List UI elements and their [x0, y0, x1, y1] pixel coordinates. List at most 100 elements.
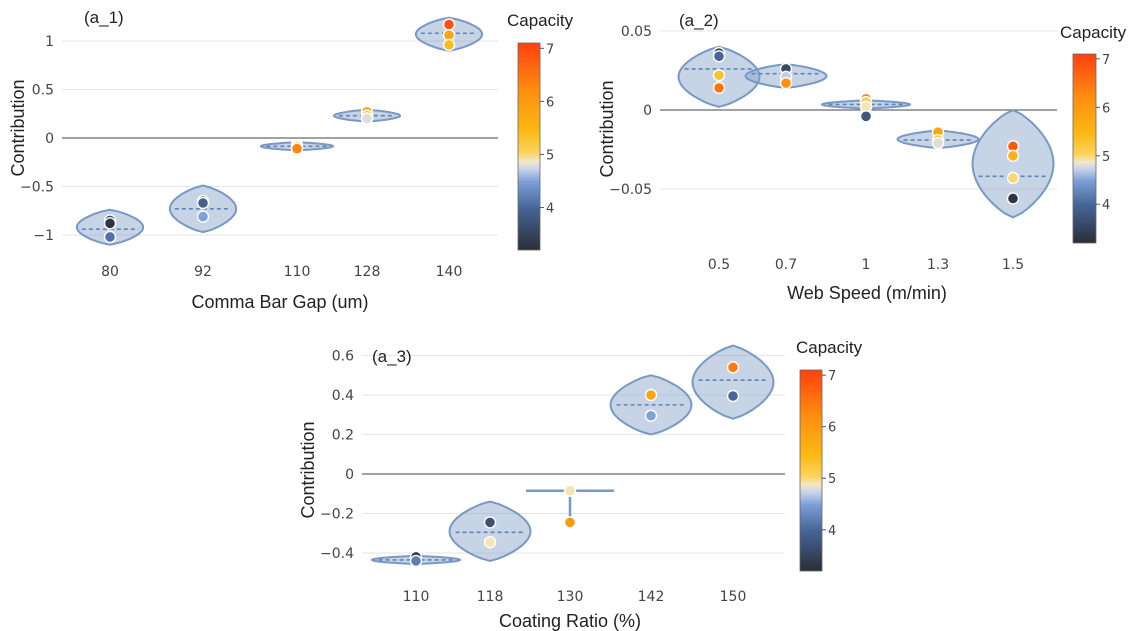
- violin: [971, 108, 1055, 219]
- colorbar-tick-label: 5: [1102, 150, 1110, 165]
- y-tick-label: 1: [45, 34, 54, 50]
- x-tick-label: 128: [354, 264, 381, 280]
- y-ticks-a1: −1 −0.5 0 0.5 1: [20, 34, 54, 244]
- data-point: [196, 210, 210, 223]
- colorbar-tick-label: 6: [546, 95, 554, 110]
- violin: [609, 374, 693, 436]
- x-tick-label: 140: [436, 264, 463, 280]
- points-a2: [712, 46, 1020, 205]
- data-point: [360, 112, 374, 125]
- data-point: [931, 136, 945, 150]
- data-point: [859, 110, 873, 123]
- colorbar-tick-label: 7: [1102, 53, 1110, 68]
- x-tick-label: 142: [638, 589, 665, 605]
- data-point: [1006, 171, 1020, 185]
- panel-a1: −1 −0.5 0 0.5 1 80 92 110 128 140 (a_1) Comma Ba…: [8, 8, 574, 312]
- colorbar-title-a3: Capacity: [796, 338, 863, 357]
- colorbar-tick-label: 7: [546, 42, 554, 57]
- panel-label-a1: (a_1): [84, 8, 124, 27]
- colorbar-tick-label: 5: [828, 472, 836, 487]
- x-axis-title-a3: Coating Ratio (%): [499, 611, 641, 631]
- data-point: [712, 50, 726, 63]
- data-point: [103, 230, 117, 244]
- x-tick-label: 92: [194, 264, 212, 280]
- data-point: [644, 409, 658, 422]
- y-tick-label: −0.2: [320, 507, 354, 523]
- y-tick-label: 0.4: [332, 388, 354, 404]
- violin: [448, 500, 532, 562]
- y-tick-label: −0.4: [320, 546, 354, 562]
- y-tick-label: 0: [45, 131, 54, 147]
- violins-a2: [677, 45, 1055, 219]
- points-a1: [103, 18, 456, 244]
- data-point: [712, 69, 726, 82]
- data-point: [563, 516, 577, 529]
- data-point: [1006, 149, 1020, 163]
- data-point: [103, 217, 117, 230]
- x-tick-label: 110: [284, 264, 311, 280]
- data-point: [290, 142, 304, 155]
- panel-a2: −0.05 0 0.05 0.5 0.7 1 1.3 1.5 (a_2) Web Speed…: [597, 11, 1127, 303]
- panel-label-a2: (a_2): [679, 11, 719, 30]
- x-tick-label: 80: [101, 264, 119, 280]
- grid-a2: [660, 30, 1057, 190]
- data-point: [196, 196, 210, 210]
- colorbar-ticks-a2: 4 5 6 7: [1096, 53, 1110, 213]
- colorbar-a3: [799, 369, 823, 572]
- colorbar-tick-label: 6: [828, 421, 836, 436]
- x-tick-label: 150: [720, 589, 747, 605]
- y-tick-label: 0.2: [332, 428, 354, 444]
- colorbar-tick-label: 5: [546, 148, 554, 163]
- colorbar-tick-label: 4: [1102, 198, 1110, 213]
- y-axis-title-a1: Contribution: [8, 79, 28, 176]
- violins-a3: [370, 344, 775, 565]
- y-tick-label: 0.6: [332, 349, 354, 365]
- violin: [691, 344, 775, 420]
- y-axis-title-a2: Contribution: [597, 80, 617, 177]
- data-point: [779, 76, 793, 90]
- panel-label-a3: (a_3): [372, 347, 412, 366]
- data-point: [726, 361, 740, 374]
- x-axis-title-a1: Comma Bar Gap (um): [191, 292, 368, 312]
- colorbar-a1: [517, 42, 541, 251]
- colorbar-title-a2: Capacity: [1060, 23, 1127, 42]
- x-tick-label: 0.7: [775, 257, 797, 273]
- colorbar-tick-label: 7: [828, 369, 836, 384]
- x-ticks-a1: 80 92 110 128 140: [101, 264, 462, 280]
- y-ticks-a2: −0.05 0 0.05: [609, 24, 652, 198]
- x-tick-label: 110: [403, 589, 430, 605]
- data-point: [483, 516, 497, 529]
- data-point: [644, 388, 658, 402]
- y-axis-title-a3: Contribution: [298, 421, 318, 518]
- x-tick-label: 1.5: [1002, 257, 1024, 273]
- y-tick-label: 0.05: [621, 24, 652, 40]
- y-tick-label: −1: [33, 228, 54, 244]
- colorbar-ticks-a1: 4 5 6 7: [540, 42, 554, 217]
- points-a3: [409, 361, 740, 568]
- colorbar-ticks-a3: 4 5 6 7: [822, 369, 836, 539]
- colorbar-tick-label: 6: [1102, 101, 1110, 116]
- x-ticks-a3: 110 118 130 142 150: [403, 589, 747, 605]
- data-point: [712, 81, 726, 95]
- y-ticks-a3: −0.4 −0.2 0 0.2 0.4 0.6: [320, 349, 354, 563]
- data-point: [409, 554, 423, 568]
- y-tick-label: −0.05: [609, 182, 652, 198]
- x-tick-label: 1: [862, 257, 871, 273]
- data-point: [442, 38, 456, 52]
- colorbar-tick-label: 4: [546, 202, 554, 217]
- colorbar-tick-label: 4: [828, 524, 836, 539]
- x-axis-title-a2: Web Speed (m/min): [787, 283, 947, 303]
- y-tick-label: 0.5: [32, 83, 54, 99]
- data-point: [442, 18, 456, 31]
- x-tick-label: 0.5: [708, 257, 730, 273]
- x-tick-label: 118: [477, 589, 504, 605]
- grid-a1: [62, 40, 498, 236]
- y-tick-label: −0.5: [20, 180, 54, 196]
- y-tick-label: 0: [345, 467, 354, 483]
- data-point: [1006, 192, 1020, 205]
- data-point: [726, 389, 740, 403]
- colorbar-a2: [1072, 53, 1097, 244]
- violins-a1: [75, 16, 484, 246]
- x-tick-label: 1.3: [927, 257, 949, 273]
